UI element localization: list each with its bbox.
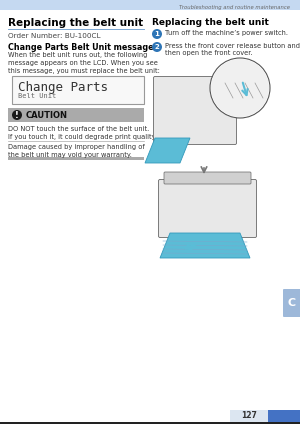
FancyBboxPatch shape: [283, 289, 300, 317]
Text: CAUTION: CAUTION: [26, 111, 68, 120]
Text: 1: 1: [154, 31, 159, 37]
Circle shape: [210, 58, 270, 118]
Text: 127: 127: [241, 412, 257, 421]
Text: Change Parts Belt Unit message: Change Parts Belt Unit message: [8, 43, 154, 52]
Bar: [230, 410, 268, 422]
Text: Damage caused by improper handling of
the belt unit may void your warranty.: Damage caused by improper handling of th…: [8, 144, 145, 158]
Text: Replacing the belt unit: Replacing the belt unit: [152, 18, 269, 27]
Text: Replacing the belt unit: Replacing the belt unit: [8, 18, 143, 28]
Text: DO NOT touch the surface of the belt unit.
If you touch it, it could degrade pri: DO NOT touch the surface of the belt uni…: [8, 126, 157, 140]
Bar: [8, 108, 144, 122]
Circle shape: [211, 59, 269, 117]
Bar: [12, 76, 144, 104]
Text: C: C: [288, 298, 296, 308]
Circle shape: [152, 42, 162, 52]
Text: Belt Unit: Belt Unit: [18, 93, 56, 99]
Bar: [0, 422, 300, 424]
Text: Turn off the machine’s power switch.: Turn off the machine’s power switch.: [165, 30, 288, 36]
Polygon shape: [145, 138, 190, 163]
Bar: [0, 0, 300, 10]
Circle shape: [152, 29, 162, 39]
Polygon shape: [160, 233, 250, 258]
Text: Troubleshooting and routine maintenance: Troubleshooting and routine maintenance: [179, 5, 290, 9]
Text: 2: 2: [154, 44, 159, 50]
Bar: [268, 410, 300, 422]
FancyBboxPatch shape: [154, 76, 236, 145]
Circle shape: [12, 110, 22, 120]
Text: Press the front cover release button and
then open the front cover.: Press the front cover release button and…: [165, 43, 300, 56]
FancyBboxPatch shape: [164, 172, 251, 184]
Text: Order Number: BU-100CL: Order Number: BU-100CL: [8, 33, 100, 39]
Text: !: !: [15, 111, 19, 120]
Text: When the belt unit runs out, the following
message appears on the LCD. When you : When the belt unit runs out, the followi…: [8, 52, 160, 74]
Bar: [8, 157, 144, 160]
Text: Change Parts: Change Parts: [18, 81, 108, 94]
FancyBboxPatch shape: [158, 179, 256, 237]
